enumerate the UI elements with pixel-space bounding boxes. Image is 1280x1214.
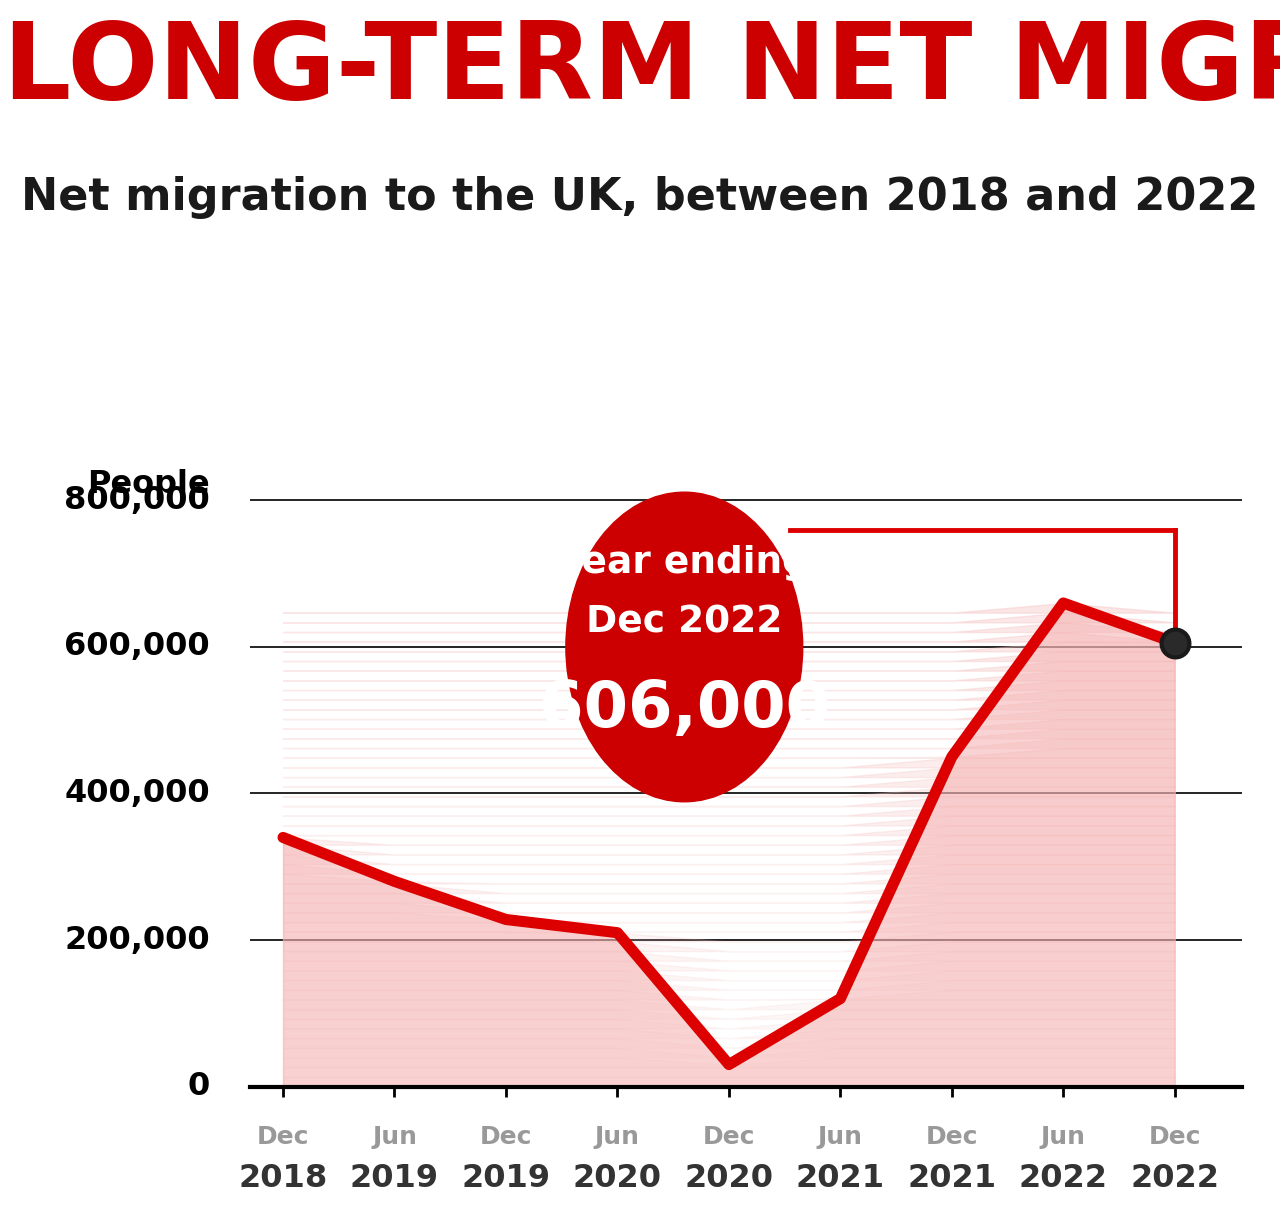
Text: 400,000: 400,000 [64,778,210,809]
Text: Jun: Jun [595,1124,640,1148]
Text: TOTAL LONG-TERM NET MIGRATION: TOTAL LONG-TERM NET MIGRATION [0,18,1280,121]
Text: 2022: 2022 [1019,1163,1107,1195]
Text: Dec: Dec [1148,1124,1201,1148]
Text: Dec 2022: Dec 2022 [586,605,782,640]
Text: Net migration to the UK, between 2018 and 2022: Net migration to the UK, between 2018 an… [22,176,1258,219]
Text: 2020: 2020 [685,1163,773,1195]
Text: People: People [87,470,210,500]
Text: Jun: Jun [372,1124,417,1148]
Text: Year ending: Year ending [559,545,810,582]
Text: 2019: 2019 [462,1163,550,1195]
Text: Dec: Dec [257,1124,310,1148]
Text: Dec: Dec [703,1124,755,1148]
Text: 200,000: 200,000 [64,925,210,955]
Text: 2018: 2018 [238,1163,328,1195]
Text: 2022: 2022 [1130,1163,1220,1195]
Text: 2021: 2021 [796,1163,884,1195]
Text: 0: 0 [188,1071,210,1102]
Text: 2020: 2020 [573,1163,662,1195]
Text: 800,000: 800,000 [64,484,210,516]
Text: 606,000: 606,000 [539,677,829,739]
Text: 2019: 2019 [349,1163,439,1195]
Text: Jun: Jun [1041,1124,1085,1148]
Text: 600,000: 600,000 [64,631,210,663]
Text: 2021: 2021 [908,1163,996,1195]
Text: Dec: Dec [480,1124,532,1148]
Text: Dec: Dec [925,1124,978,1148]
Text: Jun: Jun [818,1124,863,1148]
